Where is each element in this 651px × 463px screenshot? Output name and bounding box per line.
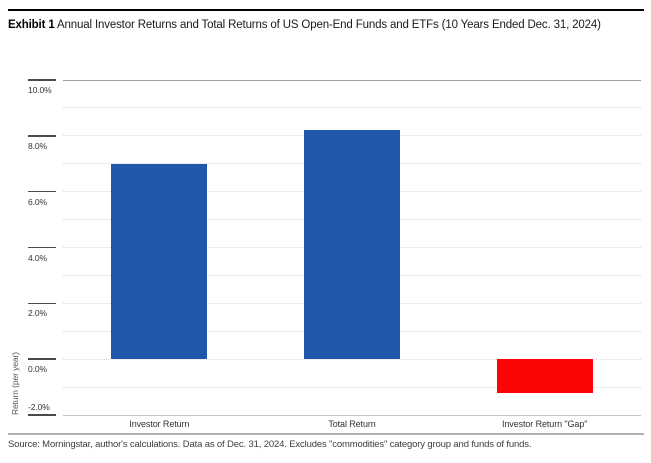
- gridline-9pct: [63, 107, 641, 109]
- gridline--1pct: [63, 386, 641, 388]
- x-category-label-investor-return: Investor Return: [129, 419, 190, 429]
- x-axis-line: [63, 414, 641, 416]
- bar-total-return: [304, 130, 400, 360]
- top-divider-rule: [8, 9, 644, 11]
- y-tick-label-8pct: 8.0%: [28, 140, 47, 151]
- bar-investor-return: [111, 163, 208, 360]
- y-tick-label-10pct: 10.0%: [28, 85, 52, 95]
- y-tick-label-0pct: 0.0%: [28, 364, 47, 375]
- y-tick-8pct: [28, 135, 56, 137]
- bottom-divider-rule: [8, 433, 644, 435]
- y-tick-2pct: [28, 302, 56, 305]
- y-tick-0pct: [28, 358, 56, 360]
- y-tick-10pct: [28, 79, 56, 81]
- exhibit-title: Exhibit 1 Annual Investor Returns and To…: [8, 19, 648, 31]
- exhibit-number: Exhibit 1: [8, 19, 55, 31]
- y-tick-label-6pct: 6.0%: [28, 196, 47, 207]
- y-tick-label--2pct: -2.0%: [28, 402, 50, 412]
- x-category-label-investor-return-gap: Investor Return "Gap": [501, 419, 588, 429]
- y-tick-6pct: [28, 190, 56, 193]
- y-tick-4pct: [28, 246, 56, 249]
- x-category-label-total-return: Total Return: [328, 419, 376, 429]
- y-axis-title: Return (per year): [10, 351, 20, 415]
- y-tick-label-2pct: 2.0%: [28, 308, 47, 319]
- y-tick--2pct: [28, 414, 56, 416]
- plot-top-border: [63, 79, 641, 81]
- source-note: Source: Morningstar, author's calculatio…: [8, 439, 532, 450]
- y-tick-label-4pct: 4.0%: [28, 252, 47, 263]
- exhibit-title-text: Annual Investor Returns and Total Return…: [54, 19, 601, 31]
- gridline-0pct: [63, 358, 641, 360]
- bar-investor-return-gap: [496, 359, 593, 393]
